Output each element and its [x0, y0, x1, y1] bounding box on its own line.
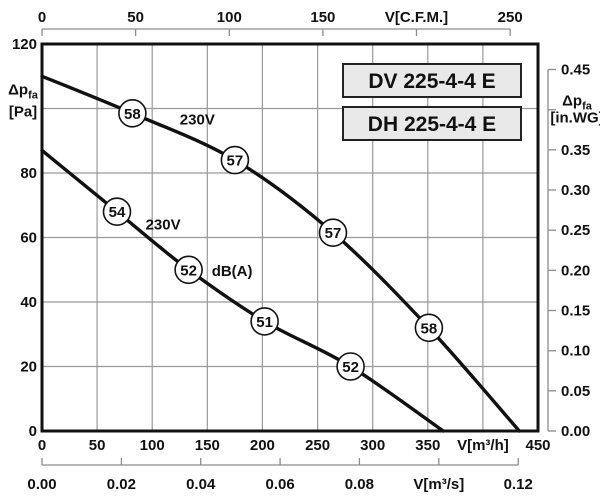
model-box-dv	[342, 63, 522, 98]
db-unit-label: dB(A)	[212, 263, 253, 280]
db-marker-value: 58	[421, 320, 438, 337]
markers-layer: 58 57 57 58 54 52 51 52	[102, 99, 444, 381]
db-marker-52: 52	[174, 255, 203, 285]
db-marker-value: 52	[342, 359, 359, 376]
db-marker-circle	[174, 255, 203, 285]
top-axis-tick-label: 150	[310, 9, 335, 26]
db-marker-value: 54	[109, 204, 126, 221]
curve-labels-layer: 230V 230V dB(A)	[146, 112, 253, 281]
left-axis-title: Δpfa	[8, 82, 39, 102]
db-marker-52: 52	[336, 352, 365, 381]
right-axis-tick-label: 0.15	[561, 303, 590, 320]
db-marker-58: 58	[118, 99, 147, 128]
bottom2-axis-tick-label: 0.04	[186, 476, 216, 493]
bottom-axis-tick-label: 200	[250, 437, 275, 454]
db-marker-circle	[118, 99, 147, 128]
right-axis-tick-label: 0.20	[561, 262, 590, 279]
left-axis: 0 20 40 60 80 120 Δpfa [Pa]	[8, 36, 39, 440]
bottom-axis-tick-label: 150	[195, 437, 220, 454]
plot-border	[40, 42, 540, 433]
grid-layer	[42, 44, 538, 431]
model-label-dh: DH 225-4-4 E	[368, 113, 496, 136]
db-marker-circle	[102, 197, 132, 226]
bottom-axis-tick-label: 350	[415, 437, 440, 454]
db-marker-circle	[336, 352, 365, 381]
left-axis-tick-label: 20	[20, 359, 37, 376]
right-axis-tick-label: 0.10	[561, 343, 590, 360]
right-axis-tick-label: 0.00	[561, 423, 590, 440]
top-axis-tick-label: 50	[127, 9, 144, 26]
left-axis-tick-label: 60	[20, 230, 37, 247]
db-marker-value: 57	[227, 153, 244, 170]
db-marker-51: 51	[250, 307, 279, 336]
db-marker-circle	[318, 218, 348, 247]
bottom2-axis-tick-label: 0.12	[504, 476, 533, 493]
bottom-axis: 0 50 100 150 200 250 300 350 V[m³/h] 450	[38, 437, 551, 454]
db-marker-circle	[250, 307, 279, 336]
right-axis-tick-label: 0.45	[561, 62, 590, 79]
db-marker-57: 57	[318, 218, 348, 247]
db-marker-54: 54	[102, 197, 132, 226]
left-axis-unit: [Pa]	[9, 104, 37, 121]
db-marker-value: 58	[124, 106, 141, 123]
right-axis: 0.000.050.100.150.200.250.300.350.45Δpfa…	[547, 62, 600, 440]
db-marker-circle	[414, 313, 444, 343]
left-axis-tick-label: 120	[12, 36, 37, 53]
bottom-axis-tick-label: 100	[140, 437, 165, 454]
bottom-axis-tick-label: V[m³/h]	[457, 437, 509, 454]
bottom-axis-tick-label: 300	[360, 437, 385, 454]
fan-curve-lower	[40, 148, 445, 433]
bottom2-axis: 0.00 0.02 0.04 0.06 0.08 V[m³/s] 0.12	[27, 458, 533, 493]
model-title-group: DV 225-4-4 E DH 225-4-4 E	[342, 63, 522, 141]
top-axis-tick-label: V[C.F.M.]	[385, 9, 448, 26]
voltage-label: 230V	[146, 216, 181, 233]
bottom2-axis-tick-label: 0.08	[345, 476, 374, 493]
db-marker-value: 57	[325, 225, 342, 242]
bottom2-axis-tick-label: V[m³/s]	[413, 476, 464, 493]
left-axis-tick-label: 80	[20, 165, 37, 182]
bottom2-axis-tick-label: 0.06	[265, 476, 294, 493]
voltage-label: 230V	[180, 112, 215, 129]
left-axis-tick-label: 0	[29, 423, 37, 440]
db-marker-57: 57	[220, 145, 250, 175]
left-axis-tick-label: 40	[20, 294, 37, 311]
top-axis-tick-label: 0	[38, 9, 46, 26]
db-marker-circle	[220, 145, 250, 175]
bottom-axis-tick-label: 50	[89, 437, 106, 454]
bottom-axis-tick-label: 0	[38, 437, 46, 454]
model-label-dv: DV 225-4-4 E	[368, 70, 495, 93]
model-box-dh	[342, 106, 522, 141]
top-axis-tick-label: 100	[217, 9, 242, 26]
bottom-axis-tick-label: 450	[525, 437, 550, 454]
top-axis-tick-label: 250	[498, 9, 523, 26]
top-axis: 0 50 100 150 V[C.F.M.] 250	[38, 9, 523, 36]
bottom2-axis-tick-label: 0.00	[27, 476, 56, 493]
right-axis-tick-label: 0.05	[561, 383, 590, 400]
db-marker-value: 51	[256, 314, 273, 331]
right-axis-tick-label: 0.30	[561, 182, 590, 199]
db-marker-58: 58	[414, 313, 444, 343]
bottom-axis-tick-label: 250	[305, 437, 330, 454]
right-axis-unit: [in.WG]	[550, 110, 600, 127]
bottom2-axis-tick-label: 0.02	[107, 476, 136, 493]
right-axis-tick-label: 0.35	[561, 142, 590, 159]
right-axis-tick-label: 0.25	[561, 222, 590, 239]
db-marker-value: 52	[180, 262, 197, 279]
